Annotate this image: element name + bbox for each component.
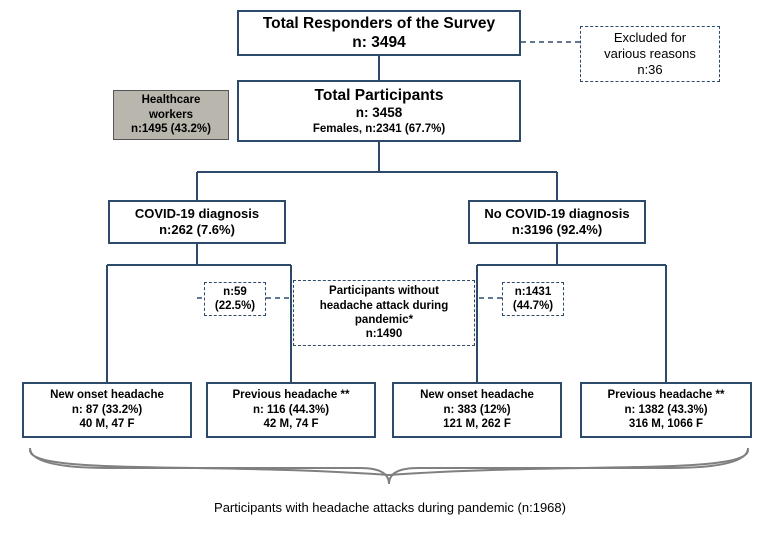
noheadache-l3: pandemic* xyxy=(355,313,413,327)
node-excluded: Excluded for various reasons n:36 xyxy=(580,26,720,82)
participants-n: n: 3458 xyxy=(356,105,403,122)
leaf2-l2: n: 116 (44.3%) xyxy=(253,403,329,417)
leaf2-l1: Previous headache ** xyxy=(233,388,350,402)
leaf3-l3: 121 M, 262 F xyxy=(443,417,511,431)
responders-title: Total Responders of the Survey xyxy=(263,14,495,33)
node-covid-no: No COVID-19 diagnosis n:3196 (92.4%) xyxy=(468,200,646,244)
hcw-n: n:1495 (43.2%) xyxy=(131,122,211,136)
leaf2-l3: 42 M, 74 F xyxy=(264,417,319,431)
split-right-n: n:1431 xyxy=(515,285,551,299)
leaf1-l1: New onset headache xyxy=(50,388,164,402)
leaf4-l3: 316 M, 1066 F xyxy=(629,417,703,431)
bottom-caption-text: Participants with headache attacks durin… xyxy=(214,500,566,515)
noheadache-n: n:1490 xyxy=(366,327,402,341)
leaf-new-onset-covid: New onset headache n: 87 (33.2%) 40 M, 4… xyxy=(22,382,192,438)
excluded-l1: Excluded for xyxy=(614,30,686,46)
leaf-new-onset-nocovid: New onset headache n: 383 (12%) 121 M, 2… xyxy=(392,382,562,438)
split-left-n: n:59 xyxy=(223,285,247,299)
leaf4-l1: Previous headache ** xyxy=(608,388,725,402)
participants-title: Total Participants xyxy=(315,86,444,105)
excluded-n: n:36 xyxy=(637,62,662,78)
covid-yes-l1: COVID-19 diagnosis xyxy=(135,206,259,222)
leaf4-l2: n: 1382 (43.3%) xyxy=(624,403,707,417)
covid-no-n: n:3196 (92.4%) xyxy=(512,222,602,238)
split-left: n:59 (22.5%) xyxy=(204,282,266,316)
node-no-headache: Participants without headache attack dur… xyxy=(293,280,475,346)
hcw-l2: workers xyxy=(149,108,193,122)
leaf1-l2: n: 87 (33.2%) xyxy=(72,403,142,417)
node-healthcare-workers: Healthcare workers n:1495 (43.2%) xyxy=(113,90,229,140)
node-total-responders: Total Responders of the Survey n: 3494 xyxy=(237,10,521,56)
split-left-pct: (22.5%) xyxy=(215,299,255,313)
leaf-previous-covid: Previous headache ** n: 116 (44.3%) 42 M… xyxy=(206,382,376,438)
leaf3-l1: New onset headache xyxy=(420,388,534,402)
bottom-caption: Participants with headache attacks durin… xyxy=(150,500,630,515)
leaf3-l2: n: 383 (12%) xyxy=(443,403,510,417)
leaf-previous-nocovid: Previous headache ** n: 1382 (43.3%) 316… xyxy=(580,382,752,438)
participants-sub: Females, n:2341 (67.7%) xyxy=(313,122,445,136)
excluded-l2: various reasons xyxy=(604,46,696,62)
split-right: n:1431 (44.7%) xyxy=(502,282,564,316)
covid-yes-n: n:262 (7.6%) xyxy=(159,222,235,238)
noheadache-l1: Participants without xyxy=(329,284,439,298)
split-right-pct: (44.7%) xyxy=(513,299,553,313)
hcw-l1: Healthcare xyxy=(142,93,201,107)
node-total-participants: Total Participants n: 3458 Females, n:23… xyxy=(237,80,521,142)
leaf1-l3: 40 M, 47 F xyxy=(80,417,135,431)
covid-no-l1: No COVID-19 diagnosis xyxy=(484,206,629,222)
node-covid-yes: COVID-19 diagnosis n:262 (7.6%) xyxy=(108,200,286,244)
noheadache-l2: headache attack during xyxy=(320,299,448,313)
responders-n: n: 3494 xyxy=(352,33,405,52)
